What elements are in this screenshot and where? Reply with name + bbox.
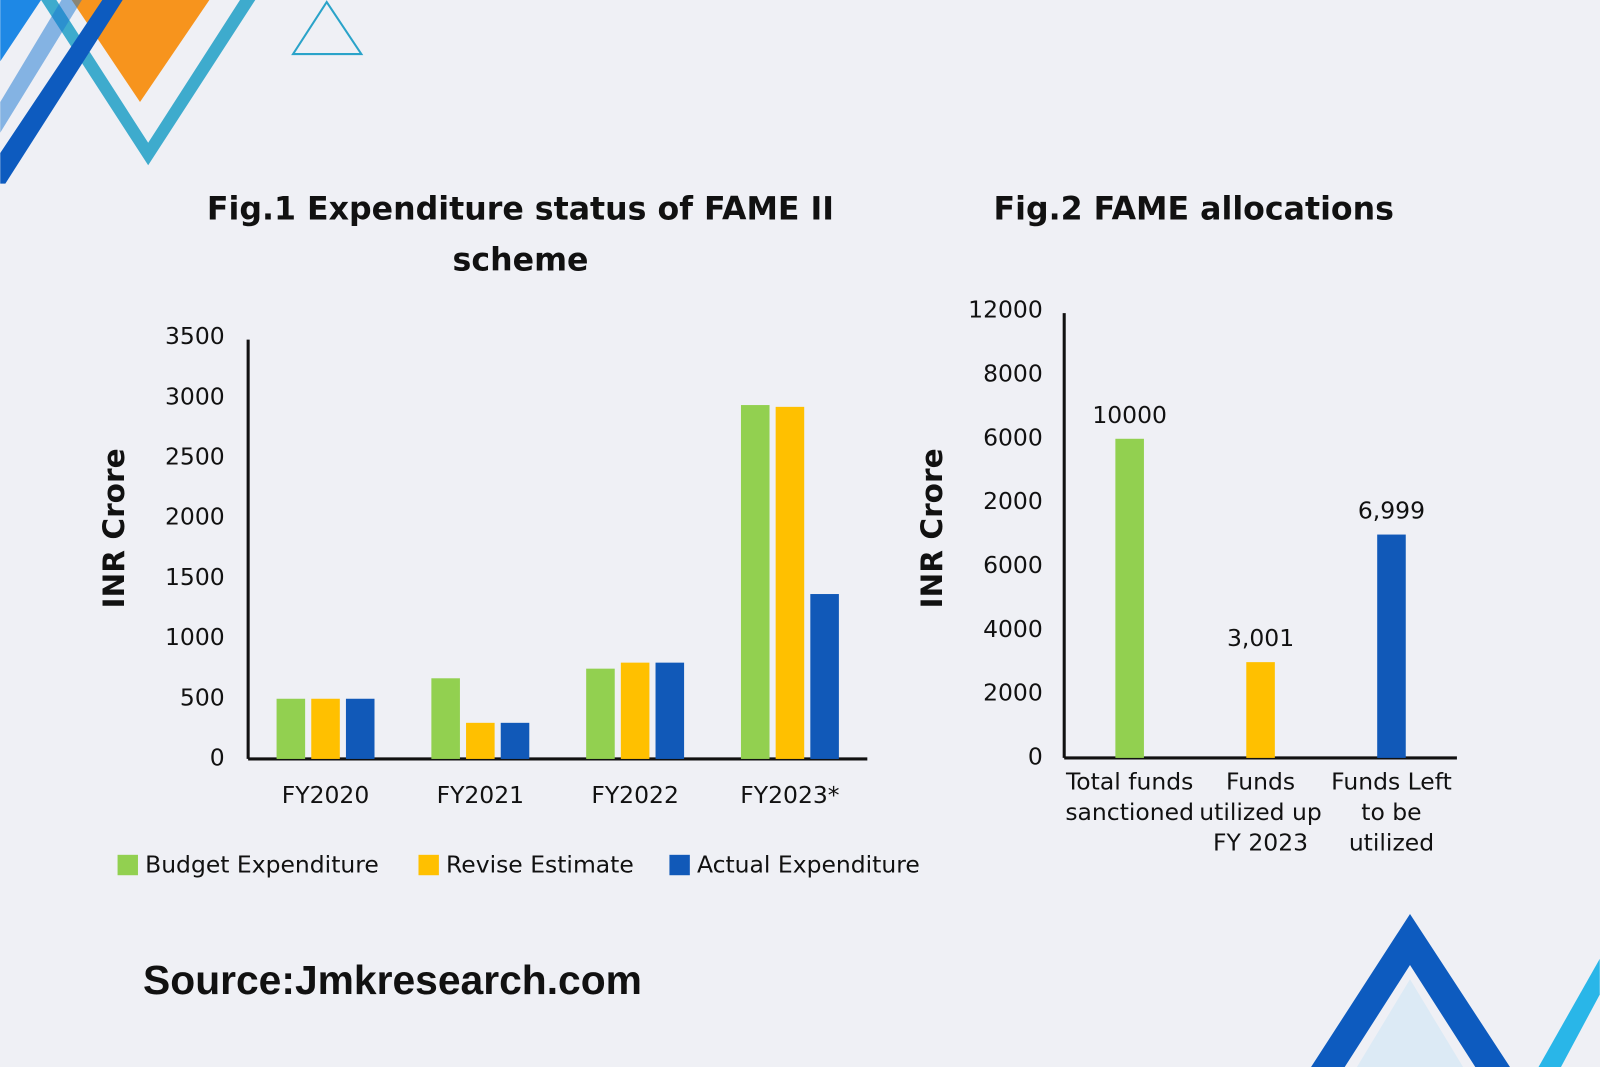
x-tick-label-box: Total funds sanctioned xyxy=(1065,769,1194,827)
x-tick-label-box: Funds utilized up FY 2023 xyxy=(1199,769,1322,857)
y-tick-label: 0 xyxy=(210,743,225,771)
y-tick-label: 4000 xyxy=(983,615,1043,643)
y-axis-title: INR Crore xyxy=(97,448,131,608)
x-tick-label: FY2021 xyxy=(437,781,525,809)
y-tick-label: 1500 xyxy=(165,563,225,591)
y-tick-label: 6000 xyxy=(983,551,1043,579)
bar xyxy=(500,722,530,759)
bar xyxy=(1115,438,1144,758)
small-triangle xyxy=(291,0,364,56)
bar xyxy=(311,698,340,759)
bar xyxy=(586,668,615,759)
source: Source:Jmkresearch.com xyxy=(143,957,642,1003)
legend-label: Revise Estimate xyxy=(446,851,634,879)
chart-title-box: Fig.1 Expenditure status of FAME II sche… xyxy=(206,190,835,279)
legend-label: Actual Expenditure xyxy=(697,851,920,879)
bar xyxy=(1377,534,1406,758)
y-tick-label: 1000 xyxy=(165,623,225,651)
y-tick-label: 2000 xyxy=(983,487,1043,515)
legend-label: Budget Expenditure xyxy=(145,851,379,879)
x-tick-label: Total funds sanctioned xyxy=(1065,769,1194,827)
y-tick-label: 3500 xyxy=(165,322,225,350)
y-tick-label: 0 xyxy=(1028,742,1043,770)
bar xyxy=(1246,662,1275,758)
bar xyxy=(466,722,495,759)
x-tick-label: FY2022 xyxy=(591,781,679,809)
data-label: 3,001 xyxy=(1227,624,1294,652)
y-tick-label: 2000 xyxy=(983,679,1043,707)
bar xyxy=(345,698,375,759)
y-tick-label: 500 xyxy=(180,683,225,711)
x-tick-label: FY2020 xyxy=(282,781,370,809)
x-tick-label: FY2023* xyxy=(740,781,840,809)
y-tick-label: 8000 xyxy=(983,359,1043,387)
chart-title-box: Fig.2 FAME allocations xyxy=(993,190,1394,228)
y-axis-title: INR Crore xyxy=(915,448,949,608)
y-tick-label: 2000 xyxy=(165,503,225,531)
bar xyxy=(810,594,839,759)
y-tick-label: 6000 xyxy=(983,423,1043,451)
x-tick-label: Funds utilized up FY 2023 xyxy=(1199,769,1322,857)
legend-swatch xyxy=(418,854,439,876)
blue-triangle xyxy=(1311,913,1510,1067)
bar xyxy=(431,678,460,759)
chart-title: Fig.1 Expenditure status of FAME II sche… xyxy=(206,190,835,279)
x-tick-label: Funds Left to be utilized xyxy=(1331,769,1452,857)
legend-swatch xyxy=(669,854,690,876)
x-tick-label-box: Funds Left to be utilized xyxy=(1331,769,1452,857)
chart-title: Fig.2 FAME allocations xyxy=(993,190,1394,228)
data-label: 10000 xyxy=(1092,401,1167,429)
data-label: 6,999 xyxy=(1358,497,1425,525)
stripe xyxy=(0,0,82,133)
bar xyxy=(740,405,770,759)
y-tick-label: 3000 xyxy=(165,382,225,410)
bar xyxy=(655,662,685,759)
y-tick-label: 12000 xyxy=(968,296,1043,324)
legend-swatch xyxy=(117,854,138,876)
stripe xyxy=(0,0,123,184)
bar xyxy=(276,698,306,759)
bar xyxy=(775,406,805,759)
stripe xyxy=(0,0,42,62)
bar xyxy=(620,662,650,759)
pale-triangle xyxy=(1356,979,1464,1067)
y-tick-label: 2500 xyxy=(165,443,225,471)
